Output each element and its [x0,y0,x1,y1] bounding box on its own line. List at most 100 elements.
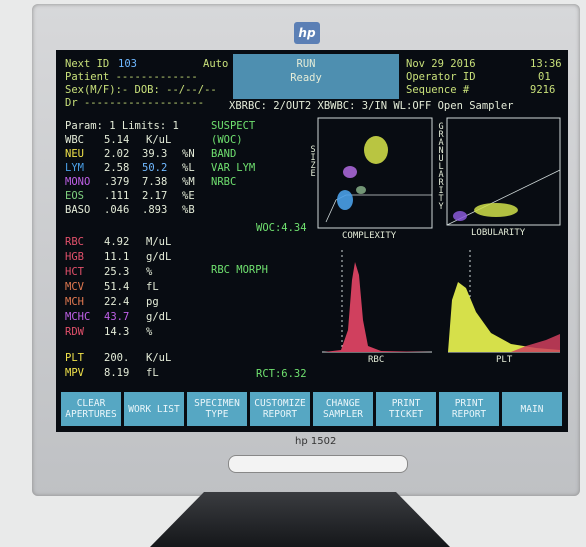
label: Next ID [65,58,109,70]
param-value: 5.14 [104,134,129,146]
param-percent: 7.38 [142,176,167,188]
param-value: 14.3 [104,326,129,338]
param-value: 8.19 [104,367,129,379]
param-value: 2.02 [104,148,129,160]
param-value: 22.4 [104,296,129,308]
param-unit: g/dL [146,251,171,263]
param-value: 25.3 [104,266,129,278]
param-name: EOS [65,190,84,202]
param-value: .111 [104,190,129,202]
param-value: 200. [104,352,129,364]
suspect-flag: SUSPECT [211,120,255,132]
patient: Patient ------------- [65,71,198,83]
param-flag: %L [182,162,195,174]
axis-label: COMPLEXITY [342,231,396,241]
screen: Next ID 103 Auto Patient -------------Sex(M… [56,50,568,432]
param-percent: 50.2 [142,162,167,174]
soft-button[interactable]: CLEAR APERTURES [61,392,121,426]
param-flag: %M [182,176,195,188]
cluster [337,190,353,210]
soft-button[interactable]: MAIN [502,392,562,426]
param-percent: 39.3 [142,148,167,160]
monitor-stand [150,492,450,547]
soft-button[interactable]: CUSTOMIZE REPORT [250,392,310,426]
param-name: HCT [65,266,84,278]
soft-button[interactable]: CHANGE SAMPLER [313,392,373,426]
param-value: 4.92 [104,236,129,248]
date: Nov 29 2016 [406,58,476,70]
param-unit: fL [146,367,159,379]
param-name: HGB [65,251,84,263]
monitor-controls [228,455,408,473]
axis-label: LOBULARITY [471,228,525,238]
next-id: 103 [118,58,137,70]
param-name: MCH [65,296,84,308]
doctor: Dr ------------------- [65,97,204,109]
rbc-morph: RBC MORPH [211,264,268,276]
param-unit: fL [146,281,159,293]
mode: Auto [203,58,228,70]
label: Operator ID [406,71,476,83]
param-unit: g/dL [146,311,171,323]
param-unit: K/uL [146,134,171,146]
param-flag: %N [182,148,195,160]
cluster [453,211,467,221]
param-unit: M/uL [146,236,171,248]
sex-dob: Sex(M/F):- DOB: --/--/-- [65,84,217,96]
label: Sequence # [406,84,469,96]
param-name: MCHC [65,311,90,323]
suspect-flag: BAND [211,148,236,160]
param-name: MPV [65,367,84,379]
param-value: 43.7 [104,311,129,323]
limits: Param: 1 Limits: 1 [65,120,179,132]
param-flag: %B [182,204,195,216]
param-name: MCV [65,281,84,293]
axis-label: PLT [496,355,512,365]
param-value: .046 [104,204,129,216]
param-percent: .893 [142,204,167,216]
param-name: NEU [65,148,84,160]
time: 13:36 [530,58,562,70]
param-value: 2.58 [104,162,129,174]
rct: RCT:6.32 [256,368,307,380]
suspect-flag: VAR LYM [211,162,255,174]
param-percent: 2.17 [142,190,167,202]
soft-button[interactable]: PRINT TICKET [376,392,436,426]
param-unit: K/uL [146,352,171,364]
axis-label: RBC [368,355,384,365]
run: RUN [297,58,316,70]
status: Ready [290,72,322,84]
scatter-frame [318,118,432,228]
cluster [474,203,518,217]
param-value: 51.4 [104,281,129,293]
cluster [356,186,366,194]
param-name: WBC [65,134,84,146]
param-value: 11.1 [104,251,129,263]
rbc-histogram [324,262,432,352]
cluster [364,136,388,164]
param-name: PLT [65,352,84,364]
model-label: hp 1502 [295,436,336,447]
plt-tail [511,334,560,352]
param-name: LYM [65,162,84,174]
hp-logo: hp [294,22,320,44]
cluster [343,166,357,178]
soft-button[interactable]: WORK LIST [124,392,184,426]
axis-label: SIZE [308,145,318,177]
soft-button[interactable]: PRINT REPORT [439,392,499,426]
suspect-flag: (WOC) [211,134,243,146]
param-name: RBC [65,236,84,248]
soft-button[interactable]: SPECIMEN TYPE [187,392,247,426]
operator: 01 [538,71,551,83]
param-name: BASO [65,204,90,216]
param-unit: % [146,326,152,338]
param-flag: %E [182,190,195,202]
sequence: 9216 [530,84,555,96]
axis-label: GRANULARITY [436,122,446,210]
param-name: MONO [65,176,90,188]
param-unit: % [146,266,152,278]
status-line: XBRBC: 2/OUT2 XBWBC: 3/IN WL:OFF Open Sa… [229,100,513,112]
page: {"header":{"next_id_label":"Next ID","ne… [0,0,586,547]
suspect-flag: NRBC [211,176,236,188]
param-value: .379 [104,176,129,188]
